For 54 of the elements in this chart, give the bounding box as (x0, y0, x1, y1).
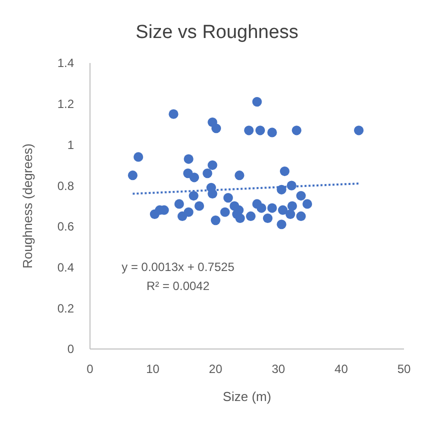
point (278, 205, 288, 215)
y-tick-label: 1.2 (57, 97, 74, 112)
point (252, 97, 262, 107)
point (202, 168, 212, 178)
x-tick-label: 30 (272, 362, 286, 376)
x-axis-title: Size (m) (222, 389, 272, 404)
x-tick-label: 10 (146, 362, 160, 376)
point (302, 199, 312, 209)
point (220, 207, 230, 217)
point (189, 172, 200, 182)
y-tick-label: 0.4 (57, 260, 74, 274)
point (267, 203, 277, 213)
point (255, 126, 265, 136)
point (174, 199, 184, 209)
y-tick-label: 1.4 (57, 56, 74, 70)
x-tick-label: 0 (86, 362, 94, 376)
point (267, 128, 277, 138)
point (184, 207, 194, 217)
point (234, 170, 244, 180)
point (296, 211, 306, 222)
point (208, 160, 218, 170)
chart-title: Size vs Roughness (136, 22, 298, 43)
point (134, 152, 144, 162)
point (184, 154, 194, 164)
point (211, 124, 222, 134)
point (262, 213, 273, 224)
point (128, 170, 138, 180)
x-tick-label: 20 (208, 362, 223, 376)
point (280, 166, 290, 176)
point (292, 126, 302, 136)
point (168, 109, 178, 119)
y-axis-title: Roughness (degrees) (20, 143, 35, 269)
point (287, 201, 298, 211)
point (223, 193, 233, 203)
point (210, 216, 220, 226)
point (276, 220, 286, 230)
point (286, 209, 296, 219)
y-tick-label: 0.2 (57, 301, 74, 316)
point (235, 213, 245, 224)
point (354, 126, 364, 136)
point (296, 190, 306, 201)
x-tick-label: 50 (397, 362, 411, 376)
x-tick-label: 40 (334, 362, 348, 376)
annotation: R² = 0.0042 (146, 279, 210, 293)
y-tick-label: 0 (67, 342, 74, 356)
point (256, 203, 266, 213)
point (194, 201, 204, 211)
y-tick-label: 1 (67, 138, 74, 152)
point (188, 190, 198, 201)
y-tick-label: 0.6 (57, 220, 74, 234)
point (246, 211, 256, 222)
annotation: y = 0.0013x + 0.7525 (122, 260, 235, 274)
point (244, 126, 254, 136)
y-tick-label: 0.8 (57, 178, 74, 193)
